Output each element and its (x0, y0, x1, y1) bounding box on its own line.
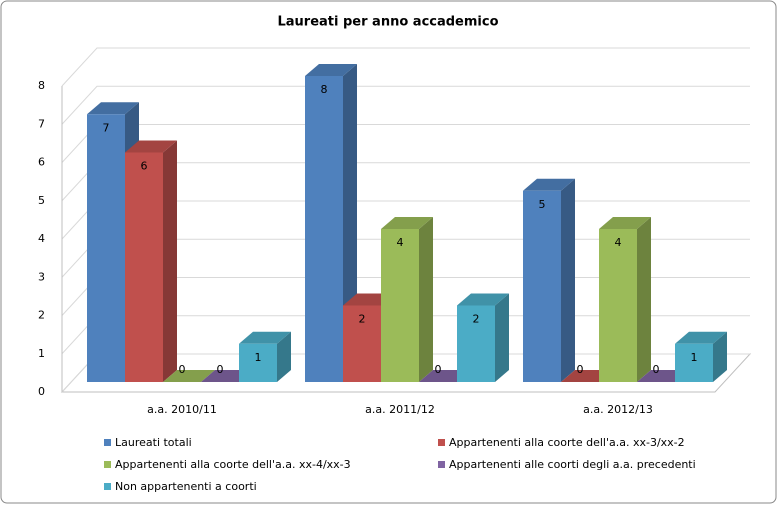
data-label: 0 (435, 363, 442, 376)
y-tick-label: 0 (38, 385, 45, 398)
legend-label: Laureati totali (115, 436, 192, 449)
x-tick-label: a.a. 2011/12 (365, 403, 435, 416)
data-label: 1 (691, 351, 698, 364)
data-label: 2 (359, 313, 366, 326)
bar (675, 331, 727, 382)
data-label: 5 (539, 198, 546, 211)
data-label: 2 (473, 313, 480, 326)
bar-face (163, 370, 215, 382)
y-tick-label: 4 (38, 232, 45, 245)
bar-face (343, 305, 381, 382)
bar-face (163, 140, 177, 382)
legend-swatch (104, 483, 111, 490)
bar (523, 178, 575, 382)
bar-face (495, 293, 509, 382)
bar-face (381, 217, 433, 229)
bar (599, 217, 651, 382)
bar-face (599, 229, 637, 382)
bar-face (675, 343, 713, 382)
grid-line (61, 85, 750, 125)
data-label: 1 (255, 351, 262, 364)
legend-swatch (438, 439, 445, 446)
legend-swatch (438, 461, 445, 468)
bar-face (457, 293, 509, 306)
data-label: 0 (217, 363, 224, 376)
legend-swatch (104, 439, 111, 446)
y-tick-label: 1 (38, 347, 45, 360)
bar-face (239, 343, 277, 382)
bar-face (239, 331, 291, 344)
legend-swatch (104, 461, 111, 468)
y-tick-label: 6 (38, 156, 45, 169)
bar-face (277, 331, 291, 382)
grid-line (61, 47, 750, 87)
bar-face (419, 217, 433, 382)
bar-face (523, 178, 575, 191)
data-label: 4 (615, 236, 622, 249)
data-label: 0 (179, 363, 186, 376)
bar-face (305, 64, 357, 76)
bar-face (637, 217, 651, 382)
legend-label: Non appartenenti a coorti (115, 480, 257, 493)
x-tick-label: a.a. 2012/13 (583, 403, 653, 416)
chart-title: Laureati per anno accademico (277, 15, 498, 30)
bar-face (675, 331, 727, 344)
data-label: 0 (577, 363, 584, 376)
y-tick-label: 3 (38, 270, 45, 283)
bar-face (381, 229, 419, 382)
y-tick-label: 8 (38, 79, 45, 92)
y-tick-label: 2 (38, 309, 45, 322)
bar-face (523, 190, 561, 382)
data-label: 8 (321, 83, 328, 96)
legend-label: Appartenenti alle coorti degli a.a. prec… (449, 458, 696, 471)
x-tick-label: a.a. 2010/11 (147, 403, 217, 416)
bar-face (125, 152, 163, 382)
bar-face (599, 217, 651, 229)
bar (381, 217, 433, 382)
legend-label: Appartenenti alla coorte dell'a.a. xx-3/… (449, 436, 685, 449)
data-label: 7 (103, 121, 110, 134)
bar-face (87, 102, 139, 115)
y-tick-label: 7 (38, 117, 45, 130)
bar-face (561, 178, 575, 382)
bar-face (713, 331, 727, 382)
bar-face (87, 114, 125, 382)
bar-face (125, 140, 177, 153)
bar-face (305, 76, 343, 382)
legend-label: Appartenenti alla coorte dell'a.a. xx-4/… (115, 458, 351, 471)
data-label: 6 (141, 160, 148, 173)
data-label: 4 (397, 236, 404, 249)
bar (163, 370, 215, 382)
data-label: 0 (653, 363, 660, 376)
y-tick-label: 5 (38, 194, 45, 207)
bar (457, 293, 509, 382)
bar (239, 331, 291, 382)
bar-face (457, 305, 495, 382)
bar (125, 140, 177, 382)
